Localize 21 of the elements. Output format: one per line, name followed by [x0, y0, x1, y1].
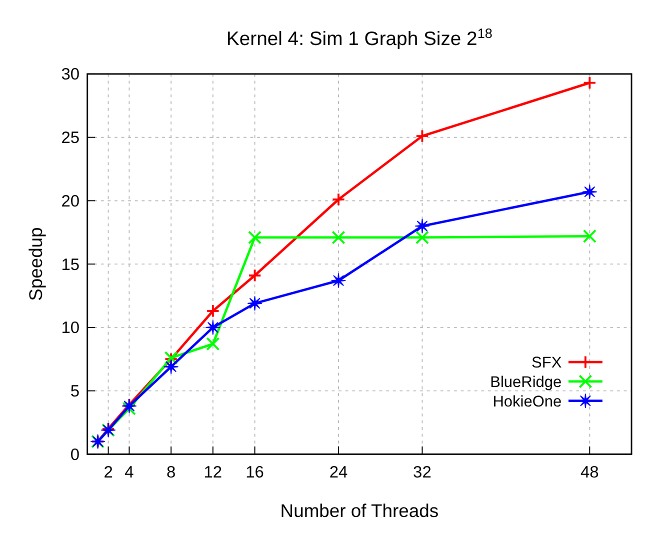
- y-tick-label: 25: [61, 129, 80, 148]
- y-tick-label: 30: [61, 66, 80, 84]
- legend-label: SFX: [532, 354, 562, 372]
- y-tick-label: 10: [61, 319, 80, 338]
- legend-label: BlueRidge: [490, 374, 562, 391]
- chart-title: Kernel 4: Sim 1 Graph Size 2$^{18}$: [226, 25, 492, 50]
- y-tick-label: 15: [61, 256, 80, 274]
- x-tick-label: 24: [329, 463, 348, 482]
- x-tick-label: 12: [204, 463, 222, 482]
- x-axis-title: Number of Threads: [280, 500, 439, 522]
- x-tick-label: 48: [580, 463, 599, 482]
- y-tick-label: 20: [61, 192, 80, 210]
- y-tick-label: 0: [70, 446, 80, 464]
- y-axis-title: Speedup: [24, 227, 46, 301]
- x-tick-label: 4: [124, 463, 134, 482]
- legend-label: HokieOne: [492, 393, 562, 410]
- x-tick-label: 16: [246, 463, 264, 482]
- x-tick-label: 2: [104, 463, 113, 482]
- x-tick-label: 32: [413, 463, 432, 482]
- x-tick-label: 8: [166, 463, 176, 482]
- y-tick-label: 5: [70, 382, 80, 401]
